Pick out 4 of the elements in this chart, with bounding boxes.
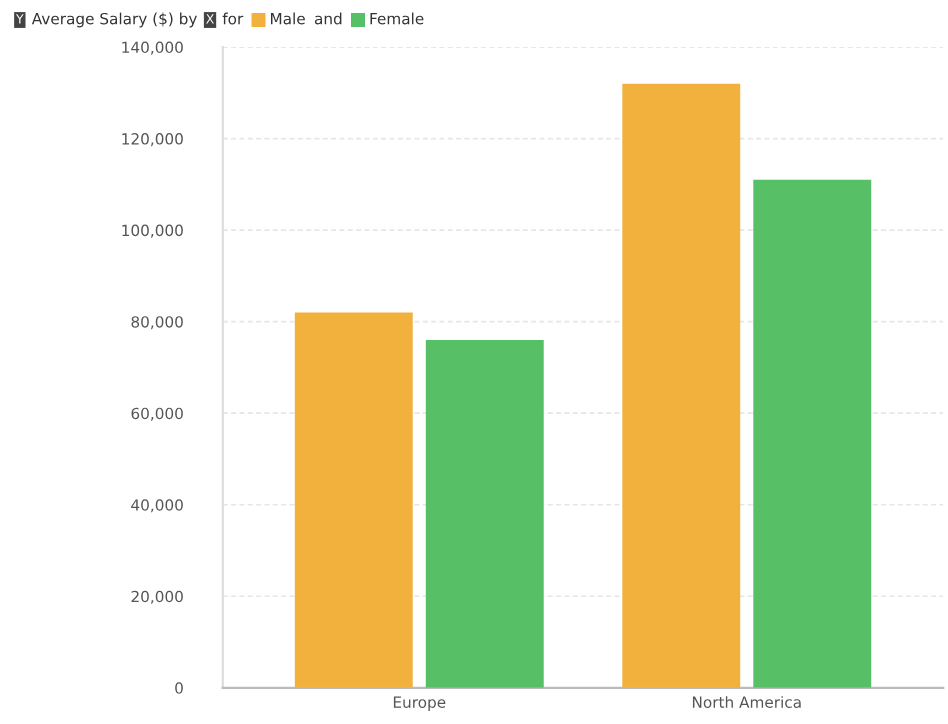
bar [753,179,872,688]
bar [294,312,413,688]
bar [425,339,544,688]
bar [622,83,741,688]
